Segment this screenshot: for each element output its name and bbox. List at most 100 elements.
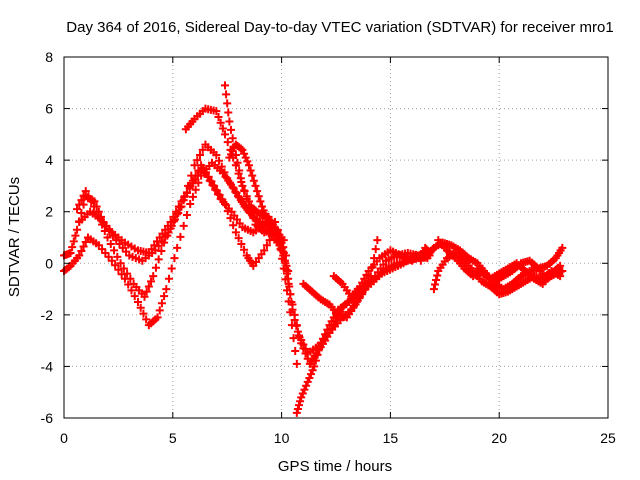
- data-point: [290, 316, 299, 325]
- data-point: [265, 236, 274, 245]
- data-point: [286, 308, 295, 317]
- data-point: [236, 174, 245, 183]
- data-point: [228, 134, 237, 143]
- data-point: [279, 264, 288, 273]
- data-point: [236, 144, 245, 153]
- data-point: [130, 292, 139, 301]
- x-axis: 0 5 10 15 20 25: [60, 57, 616, 446]
- data-point: [291, 346, 300, 355]
- data-point: [154, 255, 163, 264]
- data-point: [139, 309, 148, 318]
- data-point: [144, 282, 153, 291]
- data-point: [233, 158, 242, 167]
- chart-title: Day 364 of 2016, Sidereal Day-to-day VTE…: [66, 19, 613, 36]
- data-point: [240, 149, 249, 158]
- x-axis-label: GPS time / hours: [278, 458, 392, 475]
- data-point: [301, 349, 310, 358]
- data-point: [185, 183, 194, 192]
- data-point: [273, 225, 282, 234]
- data-point: [299, 344, 308, 353]
- data-point: [75, 200, 84, 209]
- data-point: [164, 274, 173, 283]
- data-point: [191, 185, 200, 194]
- data-point: [235, 193, 244, 202]
- data-point: [292, 321, 301, 330]
- data-point: [293, 404, 302, 413]
- data-point: [149, 272, 158, 281]
- data-point: [237, 239, 246, 248]
- data-point: [300, 385, 309, 394]
- data-point: [254, 192, 263, 201]
- data-point: [75, 251, 84, 260]
- data-point: [229, 221, 238, 230]
- data-point: [223, 138, 232, 147]
- data-point: [157, 247, 166, 256]
- data-point: [256, 197, 265, 206]
- data-point: [262, 241, 271, 250]
- x-tick-label: 0: [60, 430, 68, 446]
- data-point: [298, 389, 307, 398]
- data-point: [237, 198, 246, 207]
- data-point: [77, 196, 86, 205]
- x-tick-label: 5: [169, 430, 177, 446]
- data-point: [182, 210, 191, 219]
- data-point: [281, 275, 290, 284]
- data-point: [432, 276, 441, 285]
- data-point: [153, 313, 162, 322]
- plot-frame: [63, 56, 609, 419]
- y-axis-label: SDTVAR / TECUs: [6, 177, 23, 297]
- data-point: [140, 292, 149, 301]
- data-point: [302, 381, 311, 390]
- y-tick-label: 4: [45, 152, 53, 168]
- data-point: [246, 166, 255, 175]
- data-point: [215, 156, 224, 165]
- data-point: [242, 192, 251, 201]
- data-point: [163, 231, 172, 240]
- data-point: [306, 370, 315, 379]
- data-point: [196, 150, 204, 159]
- data-point: [73, 205, 82, 214]
- series-sat-c: [73, 161, 290, 301]
- data-point: [114, 265, 123, 274]
- data-point: [107, 256, 116, 265]
- data-point: [217, 162, 226, 171]
- data-point: [172, 207, 181, 216]
- data-point: [68, 243, 77, 252]
- data-point: [431, 280, 440, 289]
- data-point: [204, 172, 213, 181]
- data-point: [235, 166, 244, 175]
- data-point: [558, 267, 567, 276]
- data-point: [126, 274, 135, 283]
- data-point: [133, 297, 142, 306]
- data-point: [231, 228, 240, 237]
- data-point: [249, 176, 258, 185]
- data-point: [222, 90, 231, 99]
- data-point: [167, 264, 176, 273]
- data-point: [240, 187, 249, 196]
- data-point: [243, 157, 252, 166]
- data-point: [73, 225, 82, 234]
- data-point: [224, 108, 233, 117]
- data-point: [223, 99, 232, 108]
- x-tick-label: 25: [600, 430, 616, 446]
- data-point: [210, 181, 219, 190]
- y-tick-label: 2: [45, 204, 53, 220]
- data-point: [182, 188, 191, 197]
- data-point: [373, 236, 382, 245]
- data-point: [111, 261, 120, 270]
- y-tick-label: 6: [45, 101, 53, 117]
- data-point: [229, 184, 238, 193]
- data-point: [179, 221, 188, 230]
- data-point: [193, 156, 202, 165]
- data-point: [221, 81, 230, 90]
- data-point: [113, 252, 122, 261]
- data-point: [170, 254, 179, 263]
- data-point: [323, 325, 332, 334]
- data-point: [142, 287, 151, 296]
- data-point: [81, 187, 90, 196]
- data-point: [77, 247, 86, 256]
- data-point: [234, 234, 243, 243]
- data-point: [160, 292, 169, 301]
- data-point: [180, 192, 189, 201]
